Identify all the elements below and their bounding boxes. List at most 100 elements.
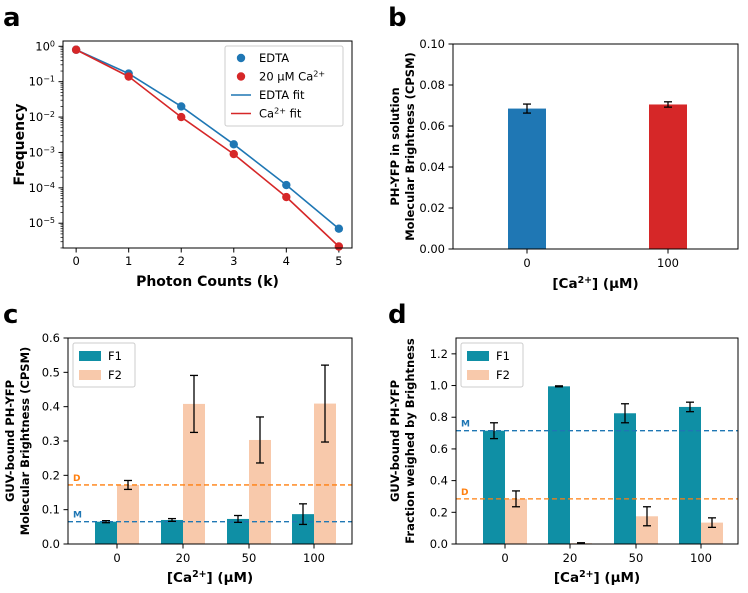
y-tick-label: 0.06	[419, 119, 445, 133]
data-point	[334, 242, 344, 251]
y-tick-label: 100	[35, 39, 55, 54]
y-tick-label: 0.02	[419, 201, 445, 215]
y-tick-label: 0.3	[42, 434, 60, 448]
data-point	[334, 224, 344, 233]
legend-entry: F2	[496, 368, 510, 382]
x-tick-label: 100	[303, 551, 325, 565]
x-tick-label: 20	[176, 551, 191, 565]
data-point	[177, 102, 186, 111]
bar-f1	[679, 406, 701, 544]
reference-label-m: M	[461, 420, 470, 430]
plot-frame	[452, 43, 739, 250]
bar-f2	[314, 403, 336, 544]
x-tick-label: 3	[230, 254, 237, 268]
x-tick-label: 0	[523, 256, 530, 270]
legend-entry: EDTA	[259, 51, 289, 65]
x-tick-label: 2	[178, 254, 185, 268]
plot-frame	[67, 337, 353, 545]
y-axis-label-line2: Molecular Brightness (CPSM)	[18, 347, 32, 536]
y-tick-label: 0.8	[430, 410, 448, 424]
y-tick-label: 10−5	[29, 216, 55, 231]
x-tick-label: 20	[563, 551, 578, 565]
bar-f1	[227, 518, 249, 544]
y-axis-label-line2: Fraction weighed by Brightness	[403, 338, 417, 544]
panel-label-b: b	[388, 3, 407, 33]
bar-f2	[117, 484, 139, 544]
bar-f2	[249, 439, 271, 544]
y-tick-label: 0.08	[419, 78, 445, 92]
x-tick-label: 0	[501, 551, 508, 565]
y-tick-label: 0.00	[419, 242, 445, 256]
legend-entry: F1	[108, 349, 122, 363]
data-point	[71, 45, 81, 54]
bar-f1	[95, 521, 117, 544]
legend-entry: EDTA fit	[259, 88, 305, 102]
data-point	[282, 180, 291, 190]
bar-f2	[183, 403, 205, 544]
legend-swatch	[79, 351, 101, 361]
legend-marker	[236, 53, 246, 63]
y-axis-label-line1: GUV-bound PH-YFP	[3, 380, 17, 502]
y-tick-label: 0.4	[42, 400, 60, 414]
x-tick-label: 50	[629, 551, 644, 565]
fit-line-edtafit	[75, 49, 340, 230]
y-axis-label-line1: PH-YFP in solution	[388, 87, 402, 205]
plot-frame	[455, 337, 739, 545]
legend-swatch	[467, 370, 489, 380]
bar	[649, 104, 687, 249]
x-axis-label: Photon Counts (k)	[136, 274, 279, 290]
y-tick-label: 1.2	[430, 347, 448, 361]
reference-label-d: D	[73, 474, 80, 484]
y-axis-label-line1: GUV-bound PH-YFP	[388, 380, 402, 502]
panel-a-photon-counts-chart: 100 10−1 10−2 10−3 10−4 10−5 0 1 2 3 4 5 Photon Coun…	[12, 39, 353, 290]
legend-swatch	[467, 351, 489, 361]
legend-box	[224, 45, 344, 127]
legend-entry: F2	[108, 368, 122, 382]
y-tick-label: 0.2	[430, 505, 448, 519]
reference-label-d: D	[461, 488, 468, 498]
panel-c-guv-brightness-chart: 0.0 0.1 0.2 0.3 0.4 0.5 0.6 D M 0 20 50 100 F1 F2 [Ca2+…	[3, 331, 353, 587]
bar-f2	[505, 498, 527, 544]
data-point	[124, 72, 133, 81]
bar-f1	[483, 430, 505, 544]
x-tick-label: 4	[283, 254, 290, 268]
x-tick-label: 100	[690, 551, 712, 565]
y-tick-label: 10−2	[29, 110, 55, 125]
panel-label-a: a	[3, 3, 21, 33]
legend-entry: Ca2+ fit	[259, 106, 302, 121]
x-axis-label: [Ca2+] (μM)	[554, 569, 640, 587]
data-point	[229, 140, 238, 149]
reference-label-m: M	[73, 511, 82, 521]
bar-f1	[548, 386, 570, 544]
legend-marker	[236, 72, 246, 81]
bar-f1	[614, 413, 636, 544]
legend-box	[72, 342, 136, 388]
bar-f2	[701, 522, 723, 544]
y-tick-label: 10−1	[29, 74, 55, 89]
panel-label-c: c	[3, 300, 19, 330]
y-tick-label: 10−3	[29, 145, 55, 160]
panel-label-d: d	[388, 300, 407, 330]
x-tick-label: 5	[335, 254, 342, 268]
y-tick-label: 0.0	[42, 537, 60, 551]
y-axis-label: Frequency	[12, 104, 28, 186]
y-tick-label: 0.10	[419, 37, 445, 51]
x-axis-label: [Ca2+] (μM)	[167, 569, 253, 587]
x-tick-label: 50	[242, 551, 257, 565]
fit-line-cafit	[75, 49, 340, 248]
bar-f1	[161, 519, 183, 544]
y-tick-label: 0.2	[42, 468, 60, 482]
x-tick-label: 0	[72, 254, 79, 268]
x-tick-label: 0	[113, 551, 120, 565]
y-axis-label-line2: Molecular Brightness (CPSM)	[403, 52, 417, 241]
x-tick-label: 1	[125, 254, 132, 268]
bar	[508, 108, 546, 249]
y-tick-label: 0.6	[430, 442, 448, 456]
y-tick-label: 0.4	[430, 474, 448, 488]
y-tick-label: 0.6	[42, 331, 60, 345]
bar-f2	[636, 516, 658, 544]
plot-frame	[62, 40, 353, 249]
data-point	[177, 112, 186, 122]
y-tick-label: 0.04	[419, 160, 445, 174]
y-tick-label: 0.5	[42, 365, 60, 379]
